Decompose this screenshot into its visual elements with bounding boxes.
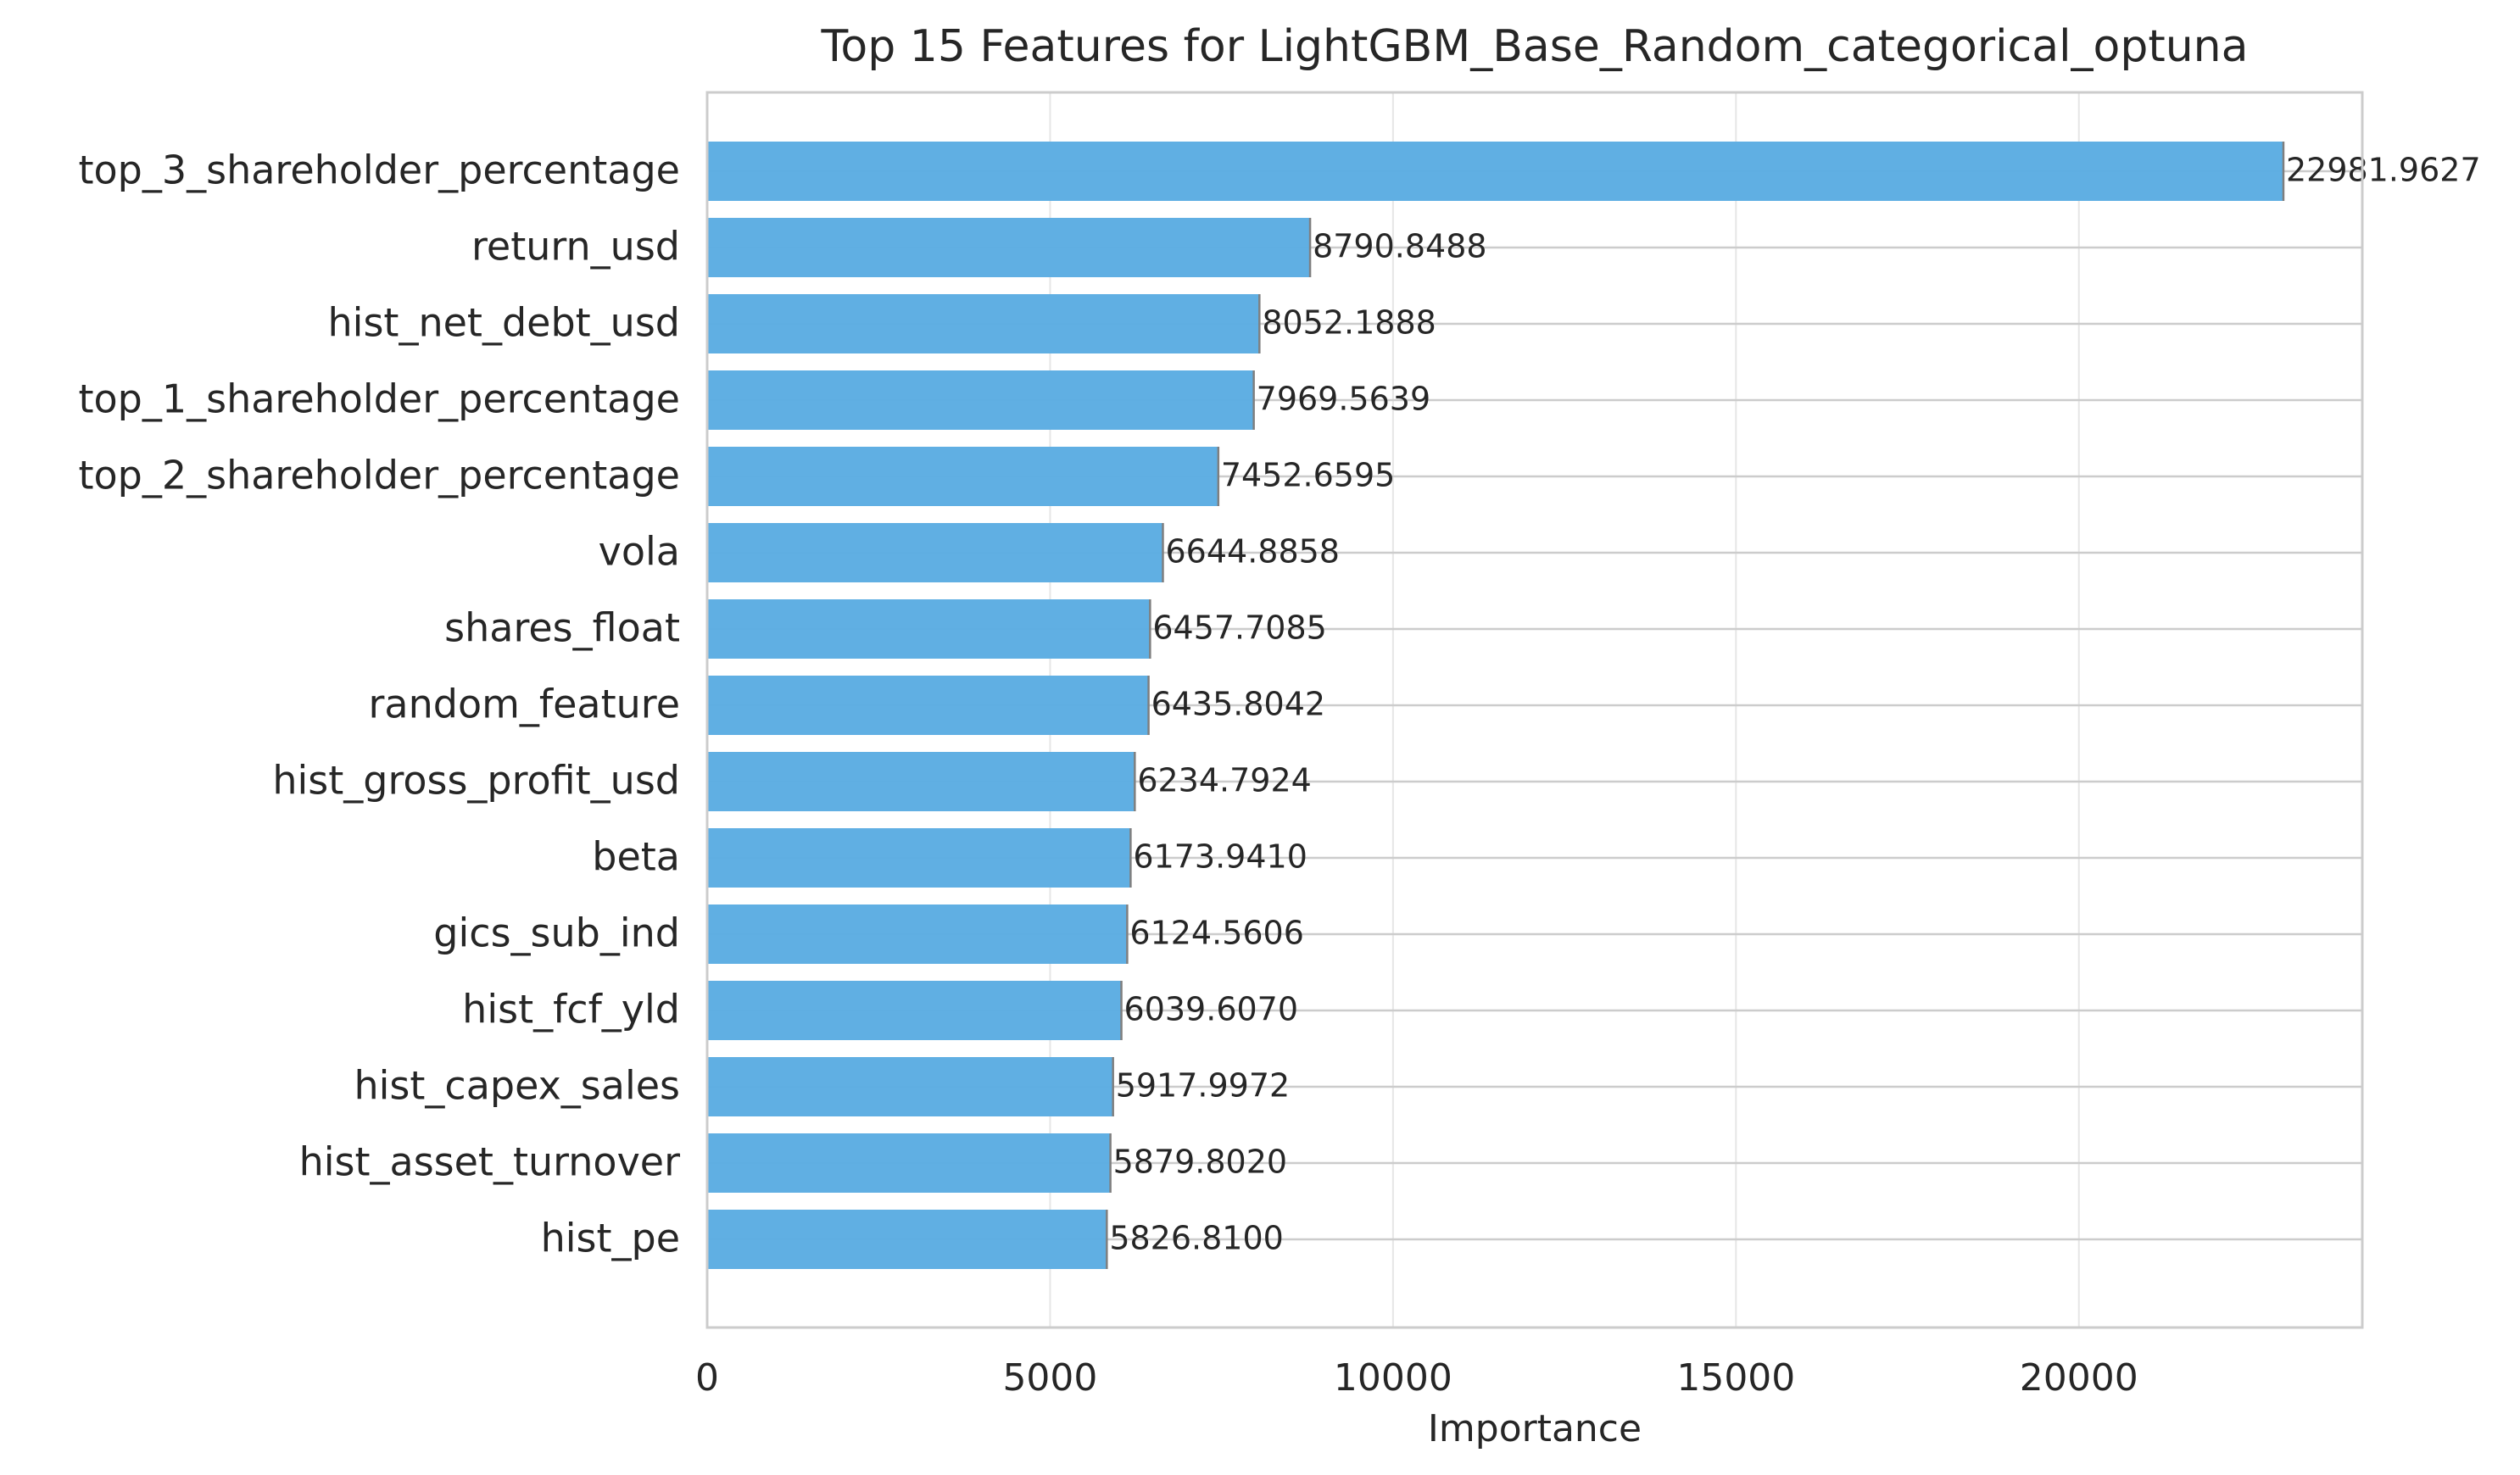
y-tick-label: shares_float xyxy=(444,605,680,651)
bar-top_1_shareholder_percentage xyxy=(707,370,1254,430)
bar-hist_fcf_yld xyxy=(707,981,1122,1040)
bar-top_2_shareholder_percentage xyxy=(707,447,1218,506)
bar-top_3_shareholder_percentage xyxy=(707,142,2283,201)
bar-beta xyxy=(707,828,1131,888)
x-tick-layer: 0 5000 10000 15000 20000 xyxy=(695,1356,2138,1400)
data-label: 6173.9410 xyxy=(1133,838,1307,876)
bar-hist_pe xyxy=(707,1210,1107,1269)
bar-hist_asset_turnover xyxy=(707,1133,1111,1193)
bar-hist_net_debt_usd xyxy=(707,294,1260,353)
data-label: 6234.7924 xyxy=(1137,762,1312,799)
y-tick-label: hist_capex_sales xyxy=(354,1063,680,1109)
y-tick-label: hist_pe xyxy=(541,1216,680,1261)
data-label: 6124.5606 xyxy=(1129,915,1304,952)
bar-return_usd xyxy=(707,218,1311,277)
data-label: 5879.8020 xyxy=(1113,1144,1288,1181)
y-tick-label: hist_fcf_yld xyxy=(462,987,680,1032)
data-label: 6039.6070 xyxy=(1124,991,1299,1028)
x-tick-label: 20000 xyxy=(2020,1356,2138,1400)
y-tick-label: beta xyxy=(592,834,680,880)
y-tick-label: return_usd xyxy=(471,224,680,270)
y-tick-label: random_feature xyxy=(369,682,680,727)
data-label: 5917.9972 xyxy=(1116,1067,1291,1105)
data-label: 8790.8488 xyxy=(1313,228,1487,265)
y-tick-label: top_2_shareholder_percentage xyxy=(78,453,680,498)
data-label: 5826.8100 xyxy=(1109,1220,1284,1257)
data-label: 8052.1888 xyxy=(1262,304,1436,342)
plot-frame xyxy=(705,91,2364,1329)
y-tick-label: hist_gross_profit_usd xyxy=(272,758,680,804)
y-tick-label: vola xyxy=(599,529,680,575)
data-label: 6435.8042 xyxy=(1151,686,1326,723)
bar-random_feature xyxy=(707,676,1149,735)
bar-gics_sub_ind xyxy=(707,904,1128,964)
y-tick-label: hist_asset_turnover xyxy=(299,1139,681,1185)
data-label: 6644.8858 xyxy=(1165,533,1340,571)
data-label-layer: 22981.9627 8790.8488 8052.1888 7969.5639 745… xyxy=(1109,152,2480,1257)
y-tick-label: top_1_shareholder_percentage xyxy=(78,376,680,422)
x-tick-label: 0 xyxy=(695,1356,719,1400)
chart-title: Top 15 Features for LightGBM_Base_Random… xyxy=(820,21,2248,72)
data-label: 22981.9627 xyxy=(2286,152,2481,189)
x-axis-label: Importance xyxy=(1428,1407,1642,1450)
bar-layer xyxy=(707,142,2285,1269)
x-tick-label: 15000 xyxy=(1676,1356,1795,1400)
y-tick-layer: top_3_shareholder_percentage return_usdhi… xyxy=(78,148,680,1261)
bar-hist_gross_profit_usd xyxy=(707,752,1135,811)
x-tick-label: 10000 xyxy=(1334,1356,1452,1400)
bar-shares_float xyxy=(707,599,1151,659)
y-tick-label: top_3_shareholder_percentage xyxy=(78,148,680,193)
y-tick-label: hist_net_debt_usd xyxy=(328,300,680,346)
data-label: 7452.6595 xyxy=(1221,457,1396,494)
y-tick-label: gics_sub_ind xyxy=(433,910,680,956)
bar-hist_capex_sales xyxy=(707,1057,1113,1116)
data-label: 6457.7085 xyxy=(1152,609,1327,647)
x-tick-label: 5000 xyxy=(1002,1356,1097,1400)
data-label: 7969.5639 xyxy=(1257,381,1431,418)
bar-vola xyxy=(707,523,1163,582)
